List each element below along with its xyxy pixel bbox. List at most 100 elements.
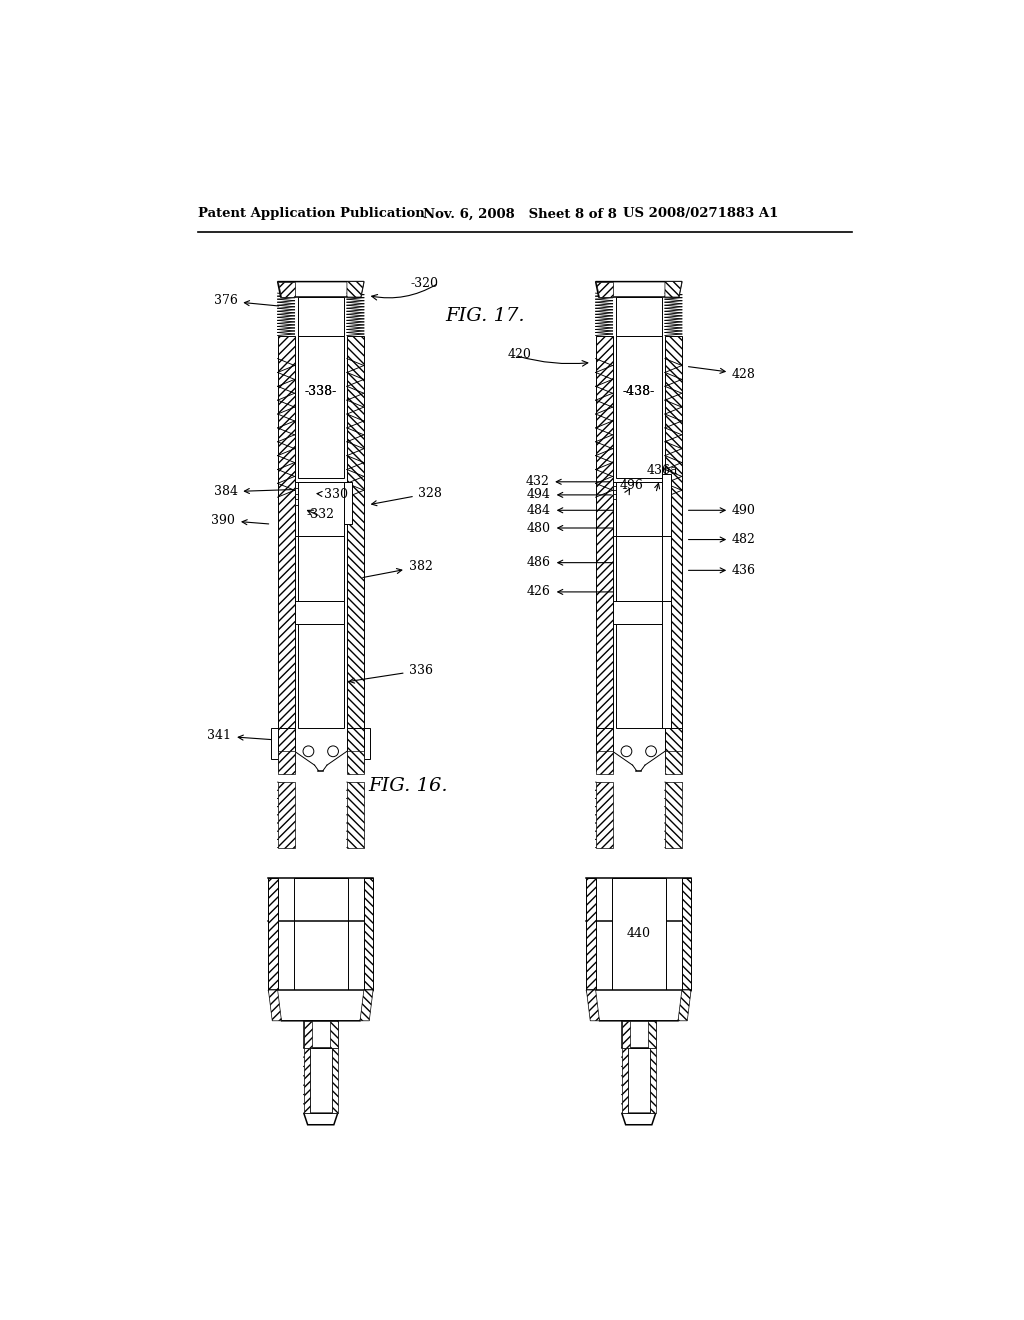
Bar: [662, 601, 671, 729]
Bar: [649, 1048, 655, 1113]
Text: 382: 382: [362, 560, 432, 578]
Bar: [364, 729, 370, 759]
Bar: [611, 878, 666, 990]
Bar: [347, 751, 364, 775]
Bar: [622, 1020, 630, 1048]
Polygon shape: [596, 281, 612, 297]
Bar: [615, 624, 662, 729]
Bar: [304, 1020, 338, 1048]
Bar: [596, 781, 612, 847]
Bar: [612, 486, 617, 490]
Bar: [622, 1048, 628, 1113]
Polygon shape: [665, 281, 682, 297]
Polygon shape: [268, 990, 373, 1020]
Bar: [665, 751, 682, 775]
Polygon shape: [278, 281, 364, 297]
Text: 484: 484: [527, 504, 613, 517]
Bar: [347, 729, 364, 771]
Bar: [665, 729, 682, 771]
Bar: [271, 729, 278, 759]
Text: 426: 426: [527, 585, 613, 598]
Text: 384: 384: [214, 486, 292, 499]
Text: 376: 376: [214, 294, 279, 308]
Text: -320: -320: [411, 277, 438, 289]
Text: 496: 496: [620, 479, 643, 495]
Text: 328: 328: [372, 487, 441, 506]
Bar: [665, 335, 682, 729]
Bar: [330, 1020, 338, 1048]
Text: 432: 432: [525, 475, 610, 488]
Text: -338-: -338-: [304, 385, 337, 397]
Bar: [596, 751, 612, 775]
Bar: [278, 751, 295, 775]
Bar: [305, 491, 335, 500]
Bar: [682, 878, 691, 990]
Bar: [295, 499, 302, 504]
Text: 336: 336: [349, 664, 432, 684]
Polygon shape: [596, 281, 682, 297]
Bar: [615, 482, 662, 536]
Text: 428: 428: [688, 367, 756, 380]
Bar: [615, 536, 662, 601]
Polygon shape: [360, 990, 373, 1020]
Bar: [298, 297, 344, 335]
Bar: [364, 878, 373, 990]
Bar: [682, 878, 691, 921]
Polygon shape: [587, 990, 691, 1020]
Bar: [298, 536, 344, 601]
Circle shape: [303, 746, 313, 756]
Bar: [347, 335, 364, 729]
Bar: [587, 878, 596, 921]
Text: 482: 482: [688, 533, 756, 546]
Text: 440: 440: [627, 927, 651, 940]
Bar: [615, 335, 662, 478]
Polygon shape: [587, 990, 599, 1020]
Bar: [295, 482, 305, 536]
Bar: [648, 1020, 655, 1048]
Bar: [294, 878, 348, 990]
Bar: [298, 482, 344, 536]
Bar: [662, 474, 671, 544]
Bar: [596, 729, 612, 771]
Bar: [622, 488, 628, 502]
Text: Patent Application Publication: Patent Application Publication: [198, 207, 424, 220]
Bar: [310, 1048, 332, 1113]
Bar: [278, 729, 295, 771]
Bar: [268, 878, 278, 921]
Text: -338-: -338-: [304, 385, 337, 397]
Polygon shape: [347, 281, 364, 297]
Text: 341: 341: [208, 730, 271, 742]
Bar: [332, 1048, 338, 1113]
Bar: [622, 1020, 655, 1048]
Text: 486: 486: [527, 556, 613, 569]
Bar: [304, 1048, 310, 1113]
Bar: [615, 297, 662, 335]
Text: 420: 420: [508, 348, 531, 362]
Text: Nov. 6, 2008   Sheet 8 of 8: Nov. 6, 2008 Sheet 8 of 8: [423, 207, 617, 220]
Text: FIG. 17.: FIG. 17.: [445, 308, 524, 325]
Polygon shape: [678, 990, 691, 1020]
Bar: [612, 482, 622, 536]
Bar: [587, 878, 596, 990]
Bar: [268, 878, 278, 990]
Bar: [611, 878, 666, 990]
Text: FIG. 16.: FIG. 16.: [368, 777, 447, 795]
Polygon shape: [268, 990, 282, 1020]
Text: 480: 480: [527, 521, 613, 535]
Bar: [278, 335, 295, 729]
Bar: [304, 1020, 311, 1048]
Text: 436: 436: [688, 564, 756, 577]
Bar: [295, 488, 302, 494]
Bar: [278, 781, 295, 847]
Circle shape: [621, 746, 632, 756]
Bar: [344, 482, 351, 524]
Bar: [612, 601, 671, 624]
Bar: [305, 491, 335, 500]
Circle shape: [328, 746, 339, 756]
Bar: [347, 781, 364, 847]
Bar: [298, 335, 344, 478]
Text: 436a: 436a: [646, 463, 678, 491]
Text: -332: -332: [307, 508, 335, 521]
Bar: [612, 494, 617, 499]
Bar: [628, 1048, 649, 1113]
